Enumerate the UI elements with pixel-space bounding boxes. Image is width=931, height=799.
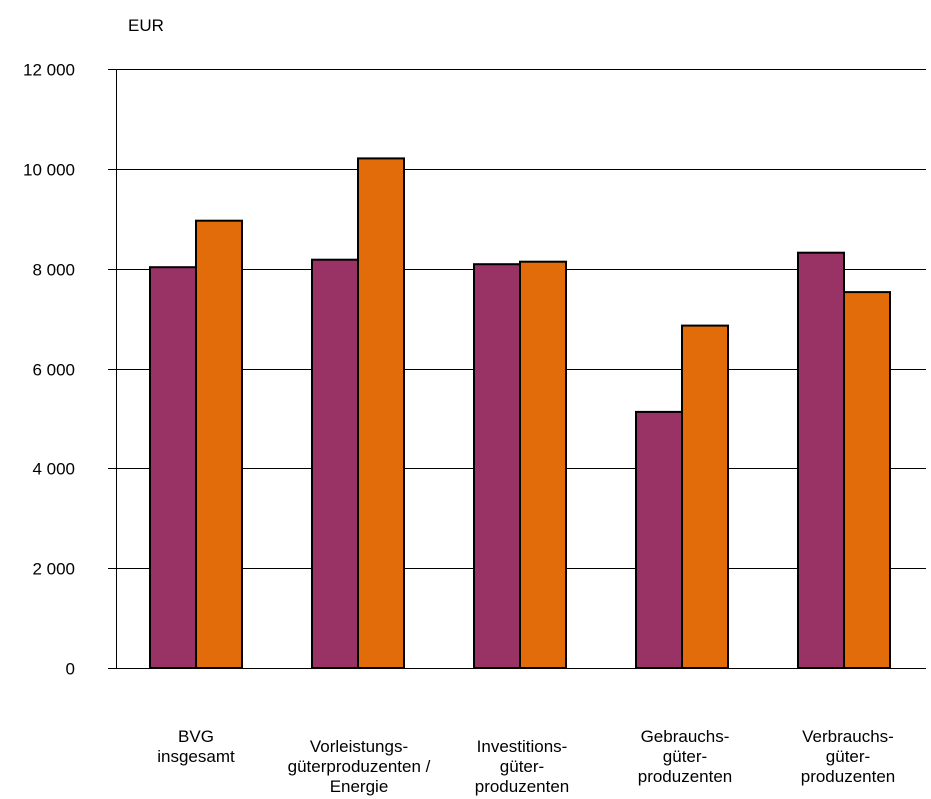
y-tick-label-0: 0 (66, 660, 75, 679)
bar-series1-cat2 (311, 258, 359, 669)
bar-series1-cat5 (797, 251, 845, 669)
bar-series2-cat1 (195, 219, 243, 669)
bar-series1-cat4 (635, 410, 683, 669)
y-tick-label-8000: 8 000 (32, 261, 75, 280)
bar-series2-cat5 (843, 291, 891, 669)
y-tick-label-6000: 6 000 (32, 361, 75, 380)
category-label-investition: Investitions- güter- produzenten (474, 737, 570, 796)
bar-series2-cat3 (519, 260, 567, 669)
y-axis-tick-labels: 0 2 000 4 000 6 000 8 000 10 000 12 000 (23, 61, 75, 679)
bar-series1-cat3 (473, 263, 521, 669)
bar-series1-cat1 (149, 266, 197, 669)
y-axis-unit-label: EUR (128, 16, 164, 35)
bar-series2-cat2 (357, 157, 405, 669)
category-label-gebrauch: Gebrauchs- güter- produzenten (637, 727, 733, 786)
y-tick-label-12000: 12 000 (23, 61, 75, 80)
y-tick-label-10000: 10 000 (23, 161, 75, 180)
category-label-vorleistung: Vorleistungs- güterproduzenten / Energie (287, 737, 431, 796)
y-tick-label-2000: 2 000 (32, 560, 75, 579)
category-label-bvg: BVG insgesamt (157, 727, 235, 766)
bar-series2-cat4 (681, 324, 729, 669)
y-tick-label-4000: 4 000 (32, 460, 75, 479)
axes (116, 69, 926, 669)
bars (149, 157, 891, 669)
category-label-verbrauch: Verbrauchs- güter- produzenten (800, 727, 896, 786)
